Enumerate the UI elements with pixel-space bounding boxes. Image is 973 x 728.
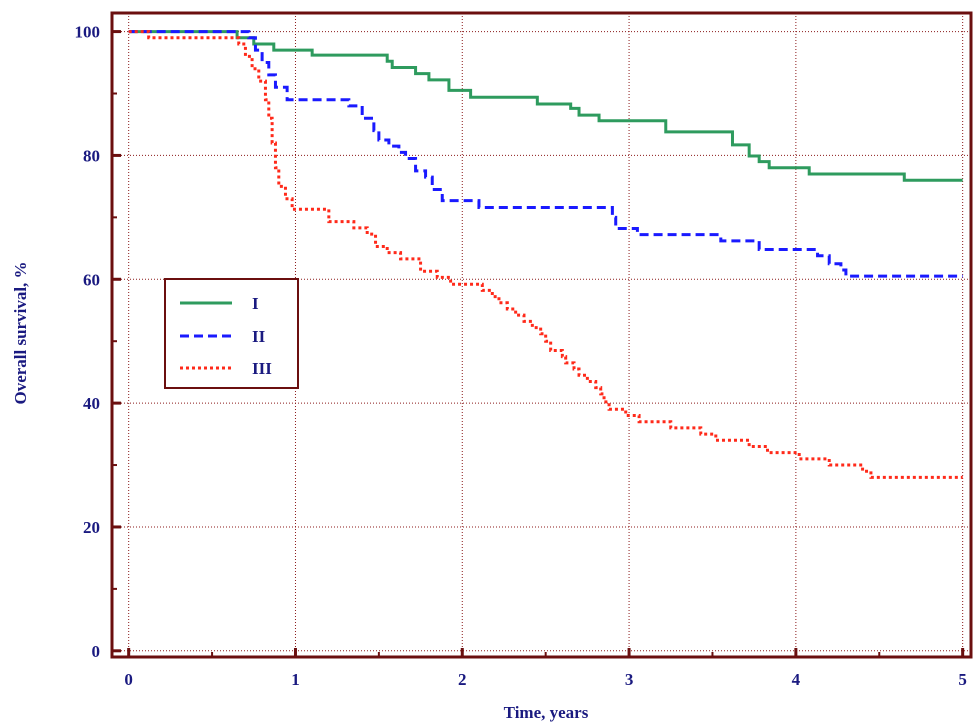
x-tick-label-2: 2 bbox=[458, 670, 467, 689]
y-tick-label-40: 40 bbox=[83, 394, 100, 413]
x-tick-label-3: 3 bbox=[625, 670, 634, 689]
x-tick-label-5: 5 bbox=[958, 670, 967, 689]
series-line-III bbox=[129, 32, 963, 478]
y-axis-title: Overall survival, % bbox=[11, 261, 30, 404]
legend: I II III bbox=[165, 279, 298, 388]
y-tick-label-100: 100 bbox=[75, 23, 101, 42]
y-tick-label-80: 80 bbox=[83, 146, 100, 165]
y-tick-label-20: 20 bbox=[83, 518, 100, 537]
y-tick-label-60: 60 bbox=[83, 270, 100, 289]
x-tick-label-0: 0 bbox=[124, 670, 133, 689]
legend-box bbox=[165, 279, 298, 388]
legend-label-I: I bbox=[252, 294, 259, 313]
x-axis-title: Time, years bbox=[504, 703, 589, 722]
x-tick-label-4: 4 bbox=[792, 670, 801, 689]
legend-label-II: II bbox=[252, 327, 266, 346]
series-line-I bbox=[129, 32, 963, 181]
y-tick-label-0: 0 bbox=[92, 642, 101, 661]
x-tick-label-1: 1 bbox=[291, 670, 300, 689]
legend-label-III: III bbox=[252, 359, 272, 378]
series-layer bbox=[129, 32, 963, 478]
